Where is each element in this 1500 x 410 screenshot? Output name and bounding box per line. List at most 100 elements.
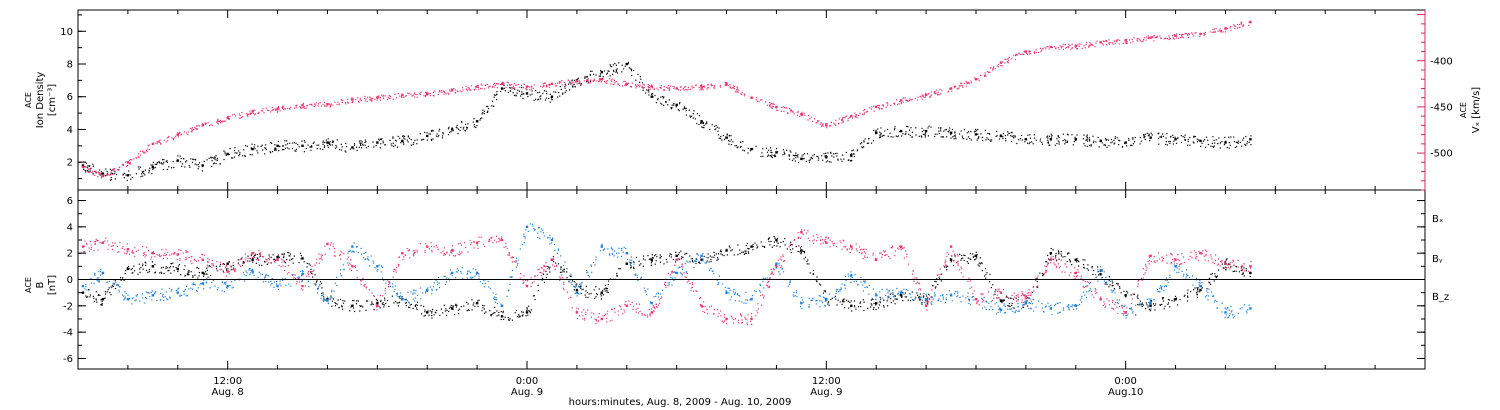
sample-dot bbox=[946, 269, 948, 271]
sample-dot bbox=[310, 271, 312, 273]
sample-dot bbox=[578, 80, 580, 82]
sample-dot bbox=[134, 247, 136, 249]
sample-dot bbox=[996, 302, 998, 304]
sample-dot bbox=[608, 253, 610, 255]
sample-dot bbox=[732, 85, 735, 87]
sample-dot bbox=[1060, 250, 1062, 253]
sample-dot bbox=[889, 132, 891, 134]
sample-dot bbox=[575, 81, 577, 83]
sample-dot bbox=[696, 122, 698, 125]
sample-dot bbox=[716, 259, 718, 261]
sample-dot bbox=[602, 294, 605, 296]
sample-dot bbox=[1058, 48, 1060, 51]
sample-dot bbox=[183, 268, 185, 271]
data-point bbox=[625, 251, 628, 255]
sample-dot bbox=[921, 131, 924, 133]
sample-dot bbox=[542, 83, 544, 85]
sample-dot bbox=[439, 89, 441, 91]
sample-dot bbox=[714, 128, 716, 131]
sample-dot bbox=[572, 81, 574, 83]
sample-dot bbox=[541, 86, 543, 88]
sample-dot bbox=[924, 94, 926, 96]
sample-dot bbox=[1008, 302, 1011, 305]
sample-dot bbox=[673, 102, 675, 105]
sample-dot bbox=[1225, 308, 1227, 310]
sample-dot bbox=[415, 93, 417, 95]
sample-dot bbox=[983, 296, 985, 299]
sample-dot bbox=[1126, 38, 1128, 40]
sample-dot bbox=[219, 163, 221, 165]
sample-dot bbox=[687, 261, 689, 263]
sample-dot bbox=[635, 273, 637, 275]
data-point bbox=[775, 262, 778, 265]
sample-dot bbox=[257, 276, 259, 278]
sample-dot bbox=[519, 86, 521, 88]
sample-dot bbox=[187, 131, 190, 133]
sample-dot bbox=[205, 282, 207, 284]
sample-dot bbox=[641, 82, 644, 84]
sample-dot bbox=[1050, 253, 1052, 256]
sample-dot bbox=[1058, 312, 1060, 314]
sample-dot bbox=[940, 93, 942, 95]
sample-dot bbox=[331, 300, 333, 302]
sample-dot bbox=[739, 249, 741, 251]
sample-dot bbox=[148, 268, 151, 271]
data-point bbox=[301, 257, 304, 260]
sample-dot bbox=[803, 112, 805, 115]
sample-dot bbox=[118, 289, 120, 291]
sample-dot bbox=[268, 281, 270, 283]
sample-dot bbox=[1184, 33, 1186, 35]
sample-dot bbox=[1068, 46, 1070, 48]
sample-dot bbox=[1148, 305, 1150, 307]
sample-dot bbox=[371, 97, 373, 100]
sample-dot bbox=[323, 146, 326, 148]
sample-dot bbox=[1165, 141, 1167, 143]
sample-dot bbox=[933, 292, 936, 294]
sample-dot bbox=[1199, 291, 1201, 293]
sample-dot bbox=[1222, 267, 1224, 269]
sample-dot bbox=[1090, 43, 1092, 45]
sample-dot bbox=[160, 143, 162, 145]
sample-dot bbox=[833, 296, 835, 299]
sample-dot bbox=[859, 305, 862, 308]
sample-dot bbox=[1015, 309, 1017, 311]
sample-dot bbox=[852, 117, 854, 119]
sample-dot bbox=[1154, 36, 1156, 39]
data-point bbox=[500, 87, 504, 90]
sample-dot bbox=[223, 158, 225, 161]
sample-dot bbox=[1158, 137, 1160, 139]
sample-dot bbox=[554, 249, 556, 251]
sample-dot bbox=[545, 90, 547, 92]
sample-dot bbox=[854, 116, 856, 118]
sample-dot bbox=[875, 304, 877, 306]
sample-dot bbox=[841, 283, 843, 285]
sample-dot bbox=[1205, 136, 1208, 138]
sample-dot bbox=[425, 291, 427, 293]
sample-dot bbox=[1248, 21, 1250, 23]
data-point bbox=[825, 156, 828, 159]
sample-dot bbox=[445, 314, 448, 316]
sample-dot bbox=[148, 292, 150, 294]
sample-dot bbox=[673, 104, 675, 106]
sample-dot bbox=[970, 304, 972, 306]
sample-dot bbox=[767, 154, 769, 156]
sample-dot bbox=[100, 173, 103, 175]
sample-dot bbox=[889, 293, 891, 295]
sample-dot bbox=[950, 137, 952, 139]
data-point bbox=[775, 265, 778, 268]
sample-dot bbox=[1230, 311, 1233, 313]
sample-dot bbox=[740, 145, 742, 148]
sample-dot bbox=[469, 89, 471, 91]
sample-dot bbox=[1224, 261, 1226, 263]
sample-dot bbox=[882, 105, 884, 107]
sample-dot bbox=[808, 304, 810, 306]
data-point bbox=[1074, 138, 1077, 141]
sample-dot bbox=[100, 304, 102, 306]
sample-dot bbox=[1066, 305, 1068, 308]
sample-dot bbox=[359, 142, 361, 144]
sample-dot bbox=[837, 299, 839, 301]
sample-dot bbox=[355, 146, 358, 148]
data-point bbox=[251, 110, 254, 113]
sample-dot bbox=[1151, 37, 1154, 39]
sample-dot bbox=[144, 151, 146, 153]
